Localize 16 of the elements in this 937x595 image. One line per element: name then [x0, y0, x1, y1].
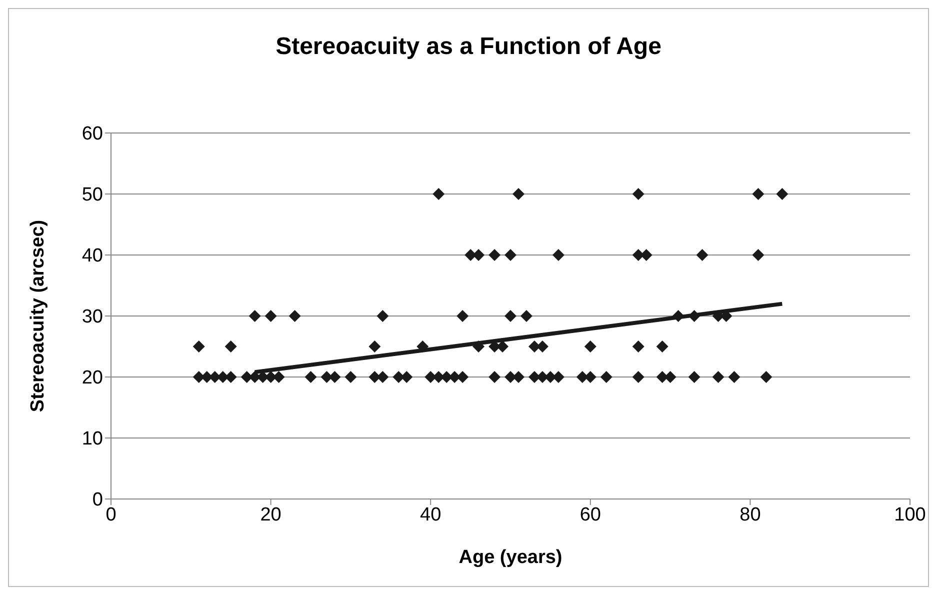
x-tick-label: 100 [894, 504, 926, 526]
y-tick-label: 60 [82, 124, 103, 145]
y-tick-label: 30 [82, 306, 103, 328]
x-tick-label: 0 [106, 504, 116, 526]
y-tick-label: 10 [82, 428, 103, 450]
chart-title: Stereoacuity as a Function of Age [274, 33, 662, 61]
x-tick-label: 80 [740, 504, 761, 526]
y-tick-label: 0 [92, 490, 103, 511]
y-axis-title: Stereoacuity (arcsec) [28, 220, 49, 412]
y-tick-label: 50 [82, 184, 103, 206]
x-tick-label: 60 [580, 504, 601, 526]
x-tick-label: 40 [420, 504, 442, 526]
x-tick-label: 20 [260, 504, 282, 526]
y-tick-label: 20 [82, 368, 103, 389]
x-axis-title: Age (years) [458, 547, 562, 568]
y-tick-label: 40 [82, 246, 103, 267]
